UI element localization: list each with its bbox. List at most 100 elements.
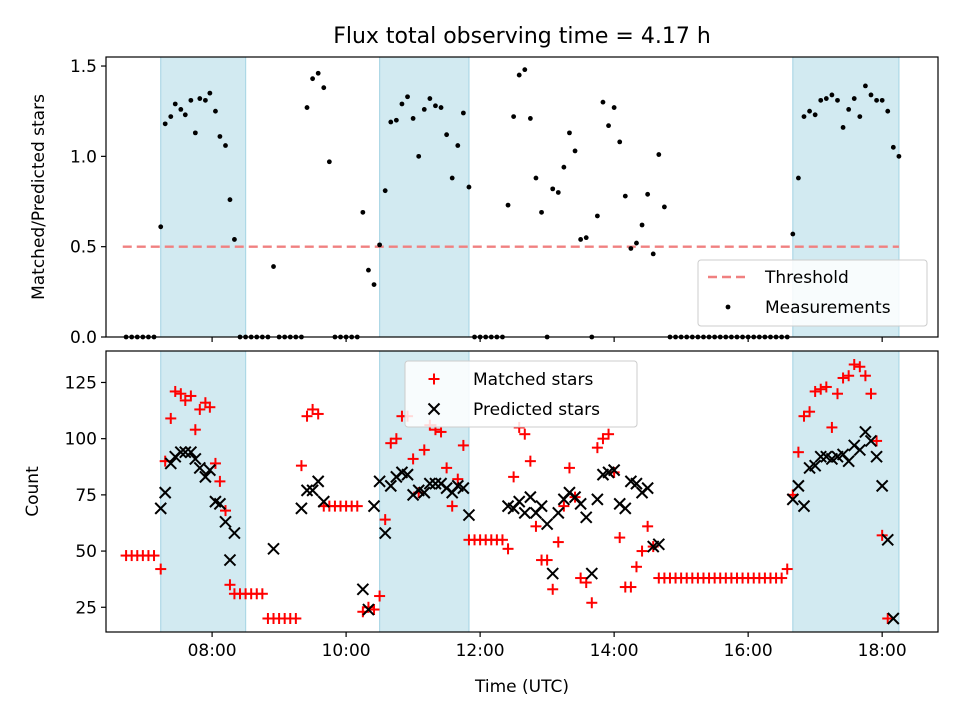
- measurement-point: [522, 67, 527, 72]
- measurement-point: [506, 203, 511, 208]
- measurement-point: [601, 100, 606, 105]
- measurement-point: [173, 102, 178, 107]
- measurement-point: [790, 232, 795, 237]
- measurement-point: [168, 114, 173, 119]
- measurement-point: [534, 176, 539, 181]
- measurement-point: [232, 237, 237, 242]
- ratio-y-axis-label: Matched/Predicted stars: [29, 94, 49, 300]
- measurement-point: [511, 114, 516, 119]
- time-x-tick-label: 10:00: [322, 641, 371, 661]
- measurement-point: [444, 132, 449, 137]
- measurement-point: [584, 235, 589, 240]
- measurement-point: [450, 176, 455, 181]
- measurement-point: [271, 264, 276, 269]
- ratio-y-tick-label: 0.5: [70, 238, 97, 258]
- measurement-point: [461, 111, 466, 116]
- measurement-point: [539, 210, 544, 215]
- ratio-y-axis: 0.00.51.01.5: [70, 57, 106, 348]
- measurement-point: [305, 105, 310, 110]
- measurement-point: [852, 96, 857, 101]
- measurement-point: [228, 197, 233, 202]
- measurement-point: [818, 98, 823, 103]
- time-x-tick-label: 12:00: [456, 641, 505, 661]
- ratio-y-tick-label: 1.0: [70, 147, 97, 167]
- measurement-point: [617, 140, 622, 145]
- measurement-point: [405, 94, 410, 99]
- count-legend: Matched stars Predicted stars: [405, 361, 637, 427]
- measurement-point: [595, 214, 600, 219]
- ratio-y-tick-label: 1.5: [70, 57, 97, 77]
- measurement-point: [556, 190, 561, 195]
- measurement-point: [830, 93, 835, 98]
- measurement-point: [897, 154, 902, 159]
- measurement-point: [802, 114, 807, 119]
- measurement-point: [427, 96, 432, 101]
- measurement-point: [183, 112, 188, 117]
- measurement-point: [796, 176, 801, 181]
- measurement-point: [550, 186, 555, 191]
- legend-measurement-swatch: [726, 305, 731, 310]
- measurement-point: [327, 159, 332, 164]
- measurement-point: [316, 71, 321, 76]
- time-x-tick-label: 14:00: [590, 641, 639, 661]
- ratio-panel: 0.0 0.5 1.0 1.5 Matched/Predicted stars Thr…: [29, 57, 938, 348]
- measurement-point: [218, 134, 223, 139]
- measurement-point: [813, 112, 818, 117]
- count-y-tick-label: 100: [65, 430, 97, 450]
- measurement-point: [422, 107, 427, 112]
- measurement-point: [388, 120, 393, 125]
- measurement-point: [411, 116, 416, 121]
- measurement-point: [394, 118, 399, 123]
- count-panel: 25 50 75 100 125 08:00 10:00 12:00 14:00 16:00 18…: [23, 351, 938, 697]
- measurement-point: [612, 105, 617, 110]
- measurement-point: [439, 105, 444, 110]
- measurement-point: [178, 107, 183, 112]
- measurement-point: [467, 185, 472, 190]
- measurement-point: [383, 188, 388, 193]
- measurement-point: [869, 93, 874, 98]
- observing-interval-band: [793, 351, 899, 632]
- legend-predicted-label: Predicted stars: [473, 400, 600, 420]
- measurement-point: [567, 130, 572, 135]
- legend-measurements-label: Measurements: [765, 298, 891, 318]
- count-y-tick-label: 125: [65, 373, 97, 393]
- measurement-point: [885, 109, 890, 114]
- measurement-point: [634, 241, 639, 246]
- measurement-point: [824, 96, 829, 101]
- count-y-axis: 25 50 75 100 125: [65, 373, 106, 618]
- measurement-point: [213, 109, 218, 114]
- measurement-point: [188, 98, 193, 103]
- measurement-point: [651, 252, 656, 257]
- measurement-point: [628, 246, 633, 251]
- observing-interval-band: [161, 57, 246, 337]
- measurement-point: [517, 73, 522, 78]
- measurement-point: [561, 165, 566, 170]
- time-x-tick-label: 18:00: [858, 641, 907, 661]
- measurement-point: [360, 210, 365, 215]
- time-x-tick-label: 16:00: [724, 641, 773, 661]
- measurement-point: [857, 114, 862, 119]
- measurement-point: [223, 143, 228, 148]
- chart-title: Flux total observing time = 4.17 h: [333, 24, 711, 49]
- measurement-point: [662, 205, 667, 210]
- measurement-point: [416, 154, 421, 159]
- measurement-point: [807, 109, 812, 114]
- measurement-point: [656, 152, 661, 157]
- measurement-point: [863, 84, 868, 89]
- measurement-point: [891, 145, 896, 150]
- measurement-point: [623, 194, 628, 199]
- measurement-point: [377, 242, 382, 247]
- measurement-point: [158, 224, 163, 229]
- count-y-tick-label: 75: [75, 486, 97, 506]
- measurement-point: [372, 282, 377, 287]
- measurement-point: [640, 223, 645, 228]
- measurement-point: [197, 96, 202, 101]
- count-y-axis-label: Count: [23, 466, 43, 517]
- observing-interval-band: [161, 351, 246, 632]
- measurement-point: [874, 98, 879, 103]
- measurement-point: [880, 98, 885, 103]
- ratio-legend: Threshold Measurements: [698, 260, 927, 326]
- measurement-point: [606, 123, 611, 128]
- measurement-point: [433, 103, 438, 108]
- measurement-point: [400, 102, 405, 107]
